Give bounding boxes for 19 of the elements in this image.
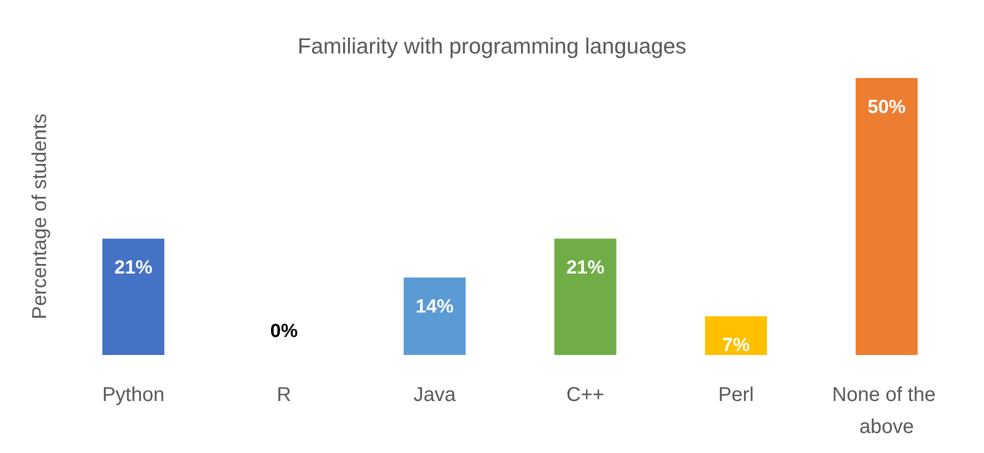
y-axis-title: Percentage of students xyxy=(29,114,51,320)
bar xyxy=(705,316,767,355)
data-label: 50% xyxy=(868,97,906,118)
bar xyxy=(554,238,616,355)
x-tick-label: R xyxy=(276,384,292,406)
bar xyxy=(856,78,918,355)
data-label: 7% xyxy=(722,335,750,356)
data-label: 21% xyxy=(114,258,152,279)
data-label: 0% xyxy=(270,321,298,342)
bar xyxy=(404,277,466,355)
data-label: 21% xyxy=(566,258,604,279)
x-tick-label: Java xyxy=(414,384,457,406)
x-tick-label: None of the above xyxy=(832,384,942,438)
x-tick-label: Python xyxy=(102,384,164,406)
x-tick-label: Perl xyxy=(718,384,754,406)
data-label: 14% xyxy=(416,296,454,318)
x-tick-label: C++ xyxy=(566,384,604,406)
chart-title: Familiarity with programming languages xyxy=(298,34,686,58)
bar xyxy=(102,238,164,355)
